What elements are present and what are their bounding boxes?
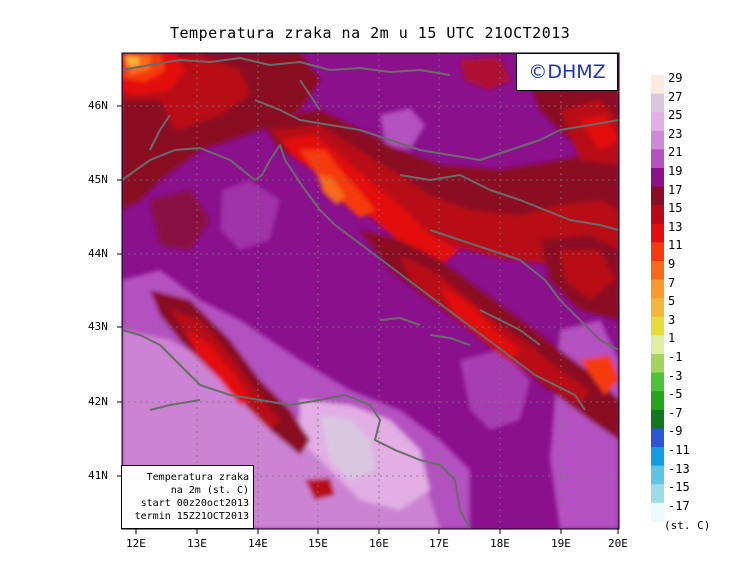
legend-swatch [651, 502, 664, 522]
info-line-1: Temperatura zraka [146, 472, 249, 483]
legend-swatch [651, 409, 664, 429]
legend-swatch [651, 186, 664, 206]
legend-swatch [651, 316, 664, 336]
legend-label: 17 [668, 182, 683, 197]
legend-label: 11 [668, 238, 683, 253]
legend-label: -7 [668, 405, 683, 420]
lon-label: 17E [429, 537, 449, 550]
legend-swatch [651, 447, 664, 467]
lon-label: 12E [126, 537, 146, 550]
legend-swatch [651, 223, 664, 243]
legend-swatch [651, 149, 664, 169]
legend-swatch [651, 354, 664, 374]
legend-label: 3 [668, 312, 676, 327]
legend-label: 7 [668, 275, 676, 290]
map-frame [121, 52, 620, 530]
lon-label: 15E [308, 537, 328, 550]
legend-swatch [651, 75, 664, 95]
legend-label: -11 [668, 443, 690, 457]
legend-swatch [651, 130, 664, 150]
legend-label: -5 [668, 387, 683, 402]
legend-swatch [651, 335, 664, 355]
legend-label: -13 [668, 461, 690, 476]
legend-swatch [651, 298, 664, 318]
legend-label: 1 [668, 331, 676, 346]
legend-label: -3 [668, 368, 683, 383]
legend-label: 21 [668, 145, 683, 160]
legend-swatch [651, 391, 664, 411]
lon-label: 14E [248, 537, 268, 550]
legend-label: 9 [668, 257, 676, 271]
legend-swatch [651, 261, 664, 281]
lon-label: 18E [490, 537, 510, 550]
legend-label: -9 [668, 424, 683, 439]
legend-unit: (st. C) [664, 519, 711, 532]
info-line-3: start 00z20oct2013 [140, 498, 249, 509]
legend-swatch [651, 93, 664, 113]
lon-label: 19E [551, 537, 571, 550]
legend-label: -15 [668, 480, 690, 495]
legend-label: 25 [668, 108, 683, 123]
axis-ticks [117, 105, 619, 534]
dhmz-logo: ©DHMZ [516, 53, 618, 91]
lat-label: 43N [88, 320, 108, 333]
legend-label: 15 [668, 201, 683, 216]
lat-label: 44N [88, 247, 108, 260]
legend-label: 5 [668, 294, 676, 309]
legend-swatch [651, 484, 664, 504]
legend-swatch [651, 242, 664, 262]
legend-swatch [651, 168, 664, 188]
lon-label: 13E [187, 537, 207, 550]
lat-lon-grid [122, 53, 619, 529]
legend-label: -1 [668, 350, 683, 364]
legend-label: 23 [668, 126, 683, 141]
legend-swatch [651, 205, 664, 225]
legend-label: 13 [668, 219, 683, 234]
legend-swatch [651, 112, 664, 132]
lat-label: 41N [88, 469, 108, 482]
lat-label: 42N [88, 395, 108, 408]
legend-label: 19 [668, 164, 683, 178]
lat-label: 45N [88, 173, 108, 186]
legend-label: 29 [668, 71, 683, 85]
lon-label: 16E [369, 537, 389, 550]
legend-label: -17 [668, 498, 690, 513]
temperature-field [122, 53, 619, 529]
coastlines [122, 57, 619, 529]
lat-label: 46N [88, 99, 108, 112]
legend-swatch [651, 279, 664, 299]
info-box: Temperatura zraka na 2m (st. C) start 00… [121, 465, 254, 529]
lon-label: 20E [608, 537, 628, 550]
info-line-4: termin 15Z21OCT2013 [134, 511, 249, 522]
color-legend [651, 75, 664, 522]
legend-swatch [651, 372, 664, 392]
legend-swatch [651, 465, 664, 485]
info-line-2: na 2m (st. C) [170, 485, 249, 496]
legend-label: 27 [668, 89, 683, 104]
legend-swatch [651, 428, 664, 448]
